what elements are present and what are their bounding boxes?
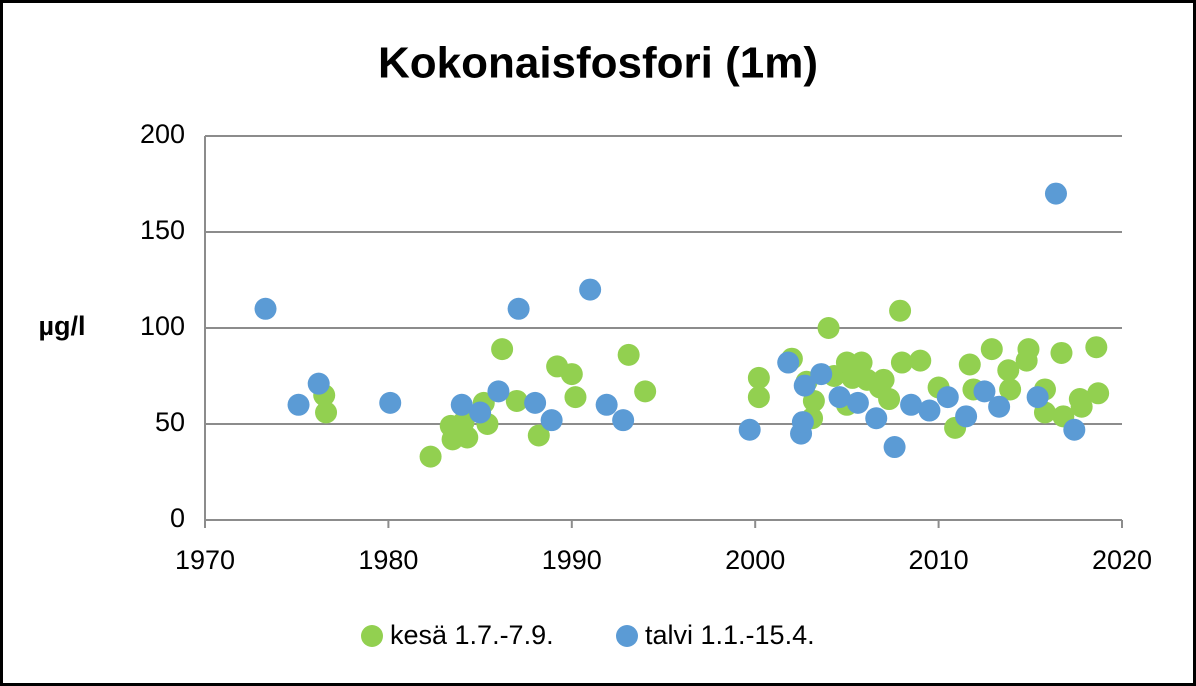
point [828, 386, 851, 409]
point [524, 391, 547, 414]
point [988, 395, 1011, 418]
point [918, 399, 941, 422]
point [450, 393, 473, 416]
point [1044, 182, 1067, 205]
point [817, 317, 840, 339]
point [527, 424, 550, 447]
point [936, 386, 959, 409]
point [507, 297, 530, 320]
y-tick-label: 50 [155, 407, 185, 437]
y-tick-label: 0 [170, 503, 185, 533]
point [612, 409, 635, 432]
point [1017, 338, 1040, 361]
point [999, 378, 1022, 401]
point [747, 386, 770, 409]
point [738, 418, 761, 441]
point [980, 338, 1003, 361]
y-tick-label: 150 [140, 215, 185, 245]
point [777, 351, 800, 374]
legend-label: talvi 1.1.-15.4. [645, 620, 815, 650]
point [505, 389, 528, 412]
point [791, 411, 814, 434]
point [958, 353, 981, 376]
point [872, 368, 895, 391]
point [617, 343, 640, 366]
point [900, 393, 923, 416]
point [793, 374, 816, 397]
point [997, 359, 1020, 382]
point [487, 380, 510, 403]
point [909, 349, 932, 372]
point [1087, 382, 1110, 405]
point [883, 436, 906, 459]
y-tick-label: 200 [140, 119, 185, 149]
point [890, 351, 913, 374]
point [491, 338, 514, 361]
point [1063, 418, 1086, 441]
point [955, 405, 978, 428]
point [865, 407, 888, 430]
point [1026, 386, 1049, 409]
point [810, 363, 833, 386]
point [254, 297, 277, 320]
point [560, 363, 583, 386]
point [634, 380, 657, 403]
point [564, 386, 587, 409]
x-tick-label: 1980 [358, 545, 418, 575]
y-tick-label: 100 [140, 311, 185, 341]
x-tick-label: 1990 [542, 545, 602, 575]
x-tick-label: 2010 [909, 545, 969, 575]
point [1085, 336, 1108, 359]
y-axis-label: µg/l [38, 311, 85, 341]
point [540, 409, 563, 432]
point [456, 426, 479, 449]
point [287, 393, 310, 416]
point [846, 391, 869, 414]
point [595, 393, 618, 416]
point [379, 391, 402, 414]
point [307, 372, 330, 395]
x-tick-label: 2000 [725, 545, 785, 575]
legend-label: kesä 1.7.-7.9. [390, 620, 554, 650]
point [1070, 395, 1093, 418]
x-tick-label: 2020 [1092, 545, 1152, 575]
point [850, 351, 873, 374]
point [469, 401, 492, 424]
point [889, 299, 912, 322]
point [878, 388, 901, 411]
point [419, 445, 442, 468]
x-tick-label: 1970 [175, 545, 235, 575]
point [973, 380, 996, 403]
chart-title: Kokonaisfosfori (1m) [378, 39, 818, 88]
point [315, 401, 338, 424]
point [579, 278, 602, 301]
point [747, 366, 770, 389]
legend-marker [361, 625, 383, 647]
point [1050, 341, 1073, 364]
legend-marker [616, 625, 638, 647]
